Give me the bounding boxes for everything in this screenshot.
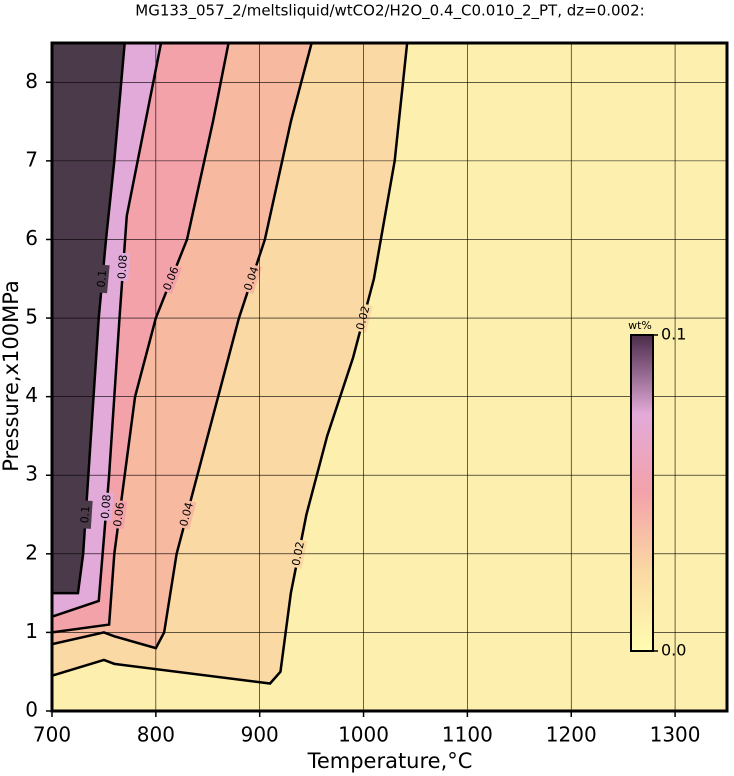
contour-label-bg <box>78 500 93 529</box>
plot-area: 0.020.020.040.040.060.060.080.080.10.1 <box>52 43 727 711</box>
y-tick-label: 8 <box>25 69 38 93</box>
contour-label: 0.08 <box>115 254 130 279</box>
x-tick-label: 800 <box>137 723 175 747</box>
contour-label-bg <box>241 263 262 294</box>
contour-label-bg <box>111 499 128 530</box>
contour-label-bg <box>116 252 131 282</box>
y-axis-label: Pressure,x100MPa <box>0 280 23 472</box>
x-tick-label: 1200 <box>546 723 597 747</box>
x-tick-label: 700 <box>33 723 71 747</box>
plot-frame <box>50 41 729 713</box>
contour-label-group: 0.08 <box>99 492 114 522</box>
contour-label-group: 0.06 <box>111 499 128 530</box>
contour-label-bg <box>99 492 114 522</box>
y-tick-label: 5 <box>25 305 38 329</box>
x-tick-label: 1300 <box>650 723 701 747</box>
contour-label-group: 0.1 <box>95 264 110 294</box>
y-tick-label: 7 <box>25 147 38 171</box>
chart-title: MG133_057_2/meltsliquid/wtCO2/H2O_0.4_C0… <box>135 2 644 21</box>
contour-label-group: 0.08 <box>115 252 131 282</box>
colorbar-tick-label: 0.0 <box>661 641 686 660</box>
contour-label-bg <box>160 263 183 294</box>
contour-label-bg <box>177 499 197 530</box>
y-tick-label: 3 <box>25 462 38 486</box>
contour-label: 0.06 <box>111 501 127 527</box>
contour-label-group: 0.1 <box>78 500 93 529</box>
colorbar <box>630 334 654 652</box>
contour-label: 0.1 <box>95 269 110 288</box>
x-tick-label: 1100 <box>442 723 493 747</box>
contour-label-group: 0.04 <box>177 499 197 530</box>
contour-label-bg <box>95 264 110 294</box>
y-tick-label: 2 <box>25 540 38 564</box>
x-tick-label: 1000 <box>338 723 389 747</box>
contour-label: 0.1 <box>78 505 92 523</box>
contour-label: 0.08 <box>99 494 114 519</box>
y-tick-label: 0 <box>25 698 38 722</box>
y-tick-label: 6 <box>25 226 38 250</box>
x-tick-label: 900 <box>241 723 279 747</box>
colorbar-tick-label: 0.1 <box>661 325 686 344</box>
y-tick-label: 4 <box>25 383 38 407</box>
contour-label: 0.04 <box>177 501 196 528</box>
y-tick-label: 1 <box>25 619 38 643</box>
colorbar-label: wt% <box>628 319 652 332</box>
x-axis-label: Temperature,°C <box>307 749 473 773</box>
